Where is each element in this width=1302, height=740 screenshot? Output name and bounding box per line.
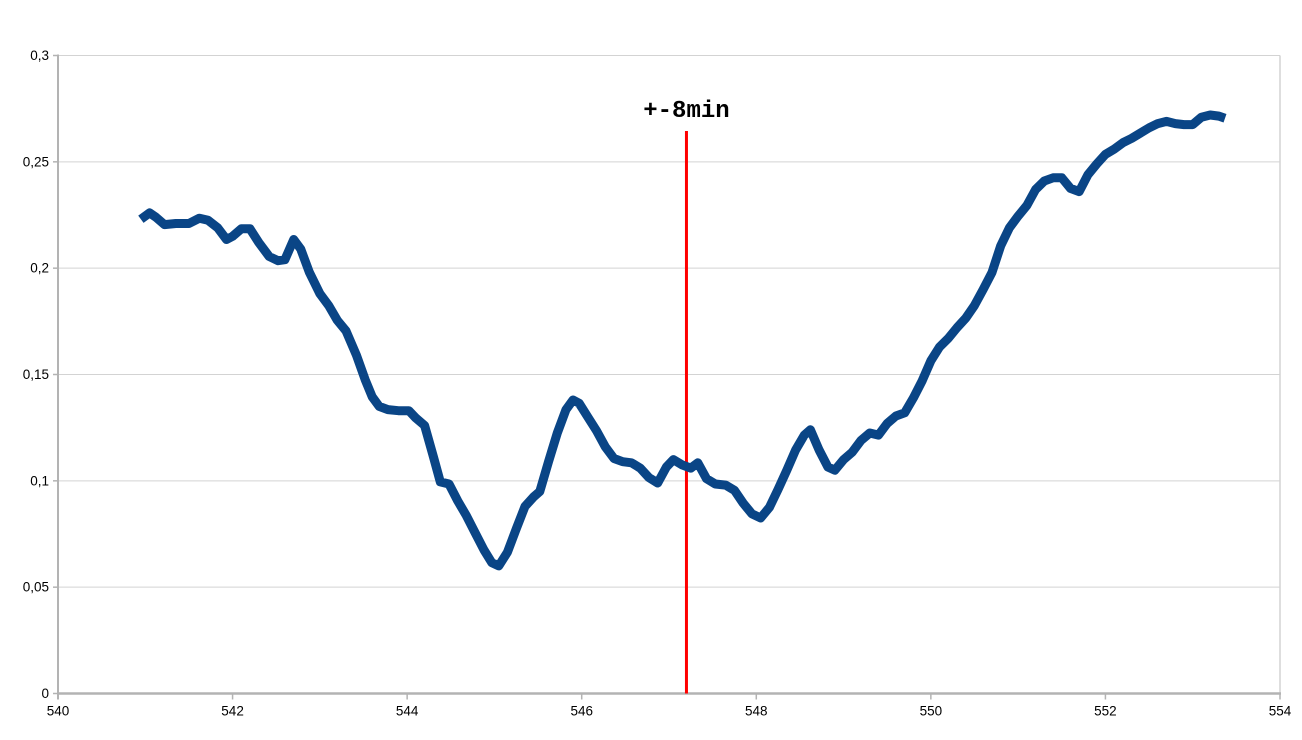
annotation-label: +-8min xyxy=(643,98,729,125)
y-axis-label-0: 0 xyxy=(41,686,49,701)
y-axis-label-3: 0,15 xyxy=(23,367,49,382)
y-axis-label-6: 0,3 xyxy=(30,48,49,63)
x-axis-label-3: 546 xyxy=(570,704,593,719)
y-axis-label-4: 0,2 xyxy=(30,261,49,276)
y-axis-label-1: 0,05 xyxy=(23,580,49,595)
x-axis-label-1: 542 xyxy=(221,704,244,719)
x-axis-label-5: 550 xyxy=(920,704,943,719)
y-axis-label-5: 0,25 xyxy=(23,154,49,169)
x-axis-label-6: 552 xyxy=(1094,704,1117,719)
x-axis-label-2: 544 xyxy=(396,704,419,719)
x-axis-label-4: 548 xyxy=(745,704,768,719)
x-axis-label-7: 554 xyxy=(1269,704,1292,719)
x-axis-label-0: 540 xyxy=(47,704,70,719)
y-axis-label-2: 0,1 xyxy=(30,473,49,488)
series-line-series-1 xyxy=(138,110,1227,571)
